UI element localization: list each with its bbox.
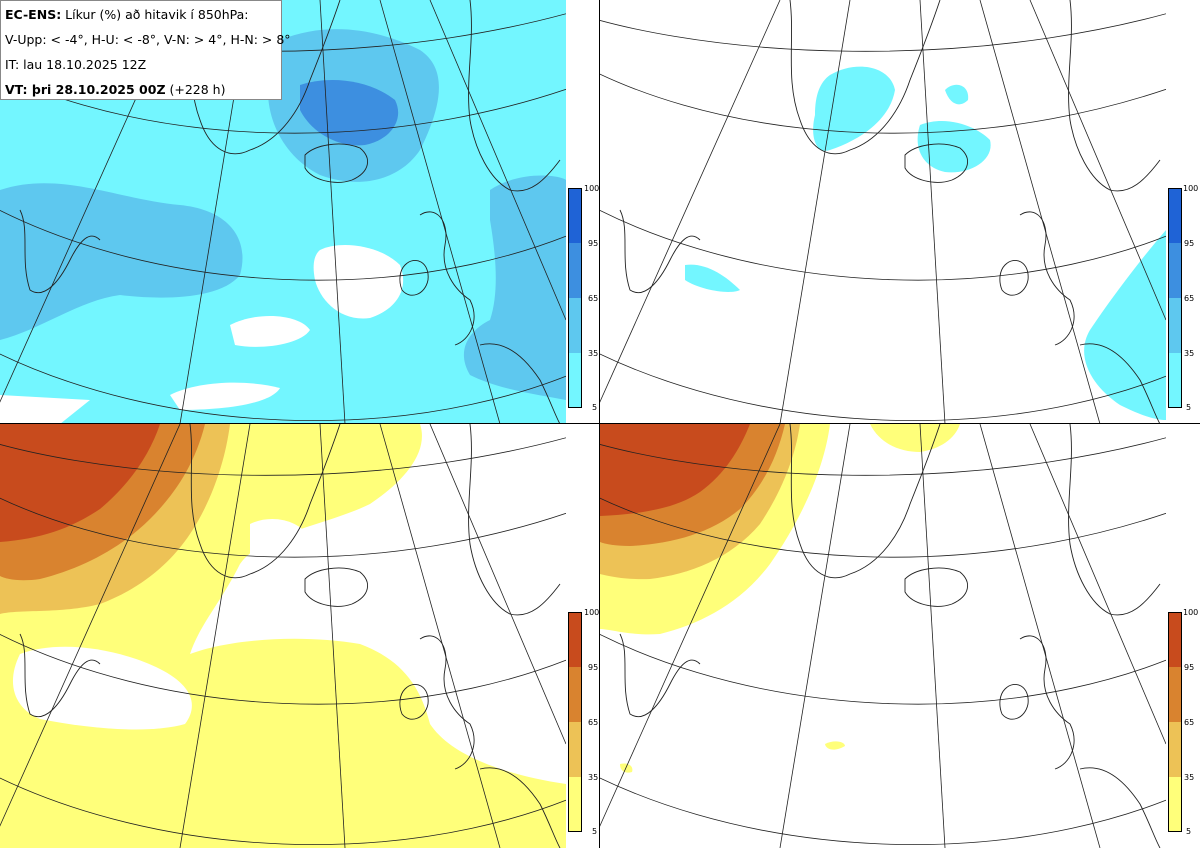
map-panel-v-upp: EC-ENS: Líkur (%) að hitavik í 850hPa: V… [0,0,566,424]
colorbar-tick: 35 [1184,773,1195,782]
colorbar-tick: 100 [584,184,600,193]
colorbar-cold-2 [1168,188,1182,408]
horizontal-divider [0,423,1200,424]
colorbar-cold-1 [568,188,582,408]
colorbar-tick: 100 [584,608,600,617]
map-panel-v-n [0,424,566,848]
info-box: EC-ENS: Líkur (%) að hitavik í 850hPa: V… [0,0,291,100]
colorbar-tick: 65 [588,718,599,727]
info-line-1: EC-ENS: Líkur (%) að hitavik í 850hPa: [5,7,249,22]
colorbar-tick: 95 [1184,239,1195,248]
colorbar-tick: 5 [592,827,598,836]
colorbar-tick: 5 [592,403,598,412]
colorbar-tick: 5 [1186,403,1192,412]
colorbar-tick: 35 [588,773,599,782]
colorbar-tick: 100 [1183,608,1199,617]
map-canvas [600,424,1166,848]
colorbar-tick: 5 [1186,827,1192,836]
colorbar-tick: 65 [1184,294,1195,303]
map-canvas [0,0,566,424]
colorbar-tick: 35 [588,349,599,358]
info-line-2: V-Upp: < -4°, H-U: < -8°, V-N: > 4°, H-N… [5,32,291,47]
vertical-divider [599,0,600,848]
map-panel-h-u [600,0,1166,424]
map-canvas [0,424,566,848]
colorbar-tick: 65 [588,294,599,303]
colorbar-tick: 95 [588,663,599,672]
info-line-3: IT: lau 18.10.2025 12Z [5,57,147,72]
colorbar-tick: 100 [1183,184,1199,193]
colorbar-warm-1 [568,612,582,832]
colorbar-tick: 35 [1184,349,1195,358]
info-line-4: VT: þri 28.10.2025 00Z (+228 h) [5,82,226,97]
colorbar-tick: 95 [588,239,599,248]
map-panel-h-n [600,424,1166,848]
map-canvas [600,0,1166,424]
colorbar-tick: 65 [1184,718,1195,727]
colorbar-tick: 95 [1184,663,1195,672]
colorbar-warm-2 [1168,612,1182,832]
